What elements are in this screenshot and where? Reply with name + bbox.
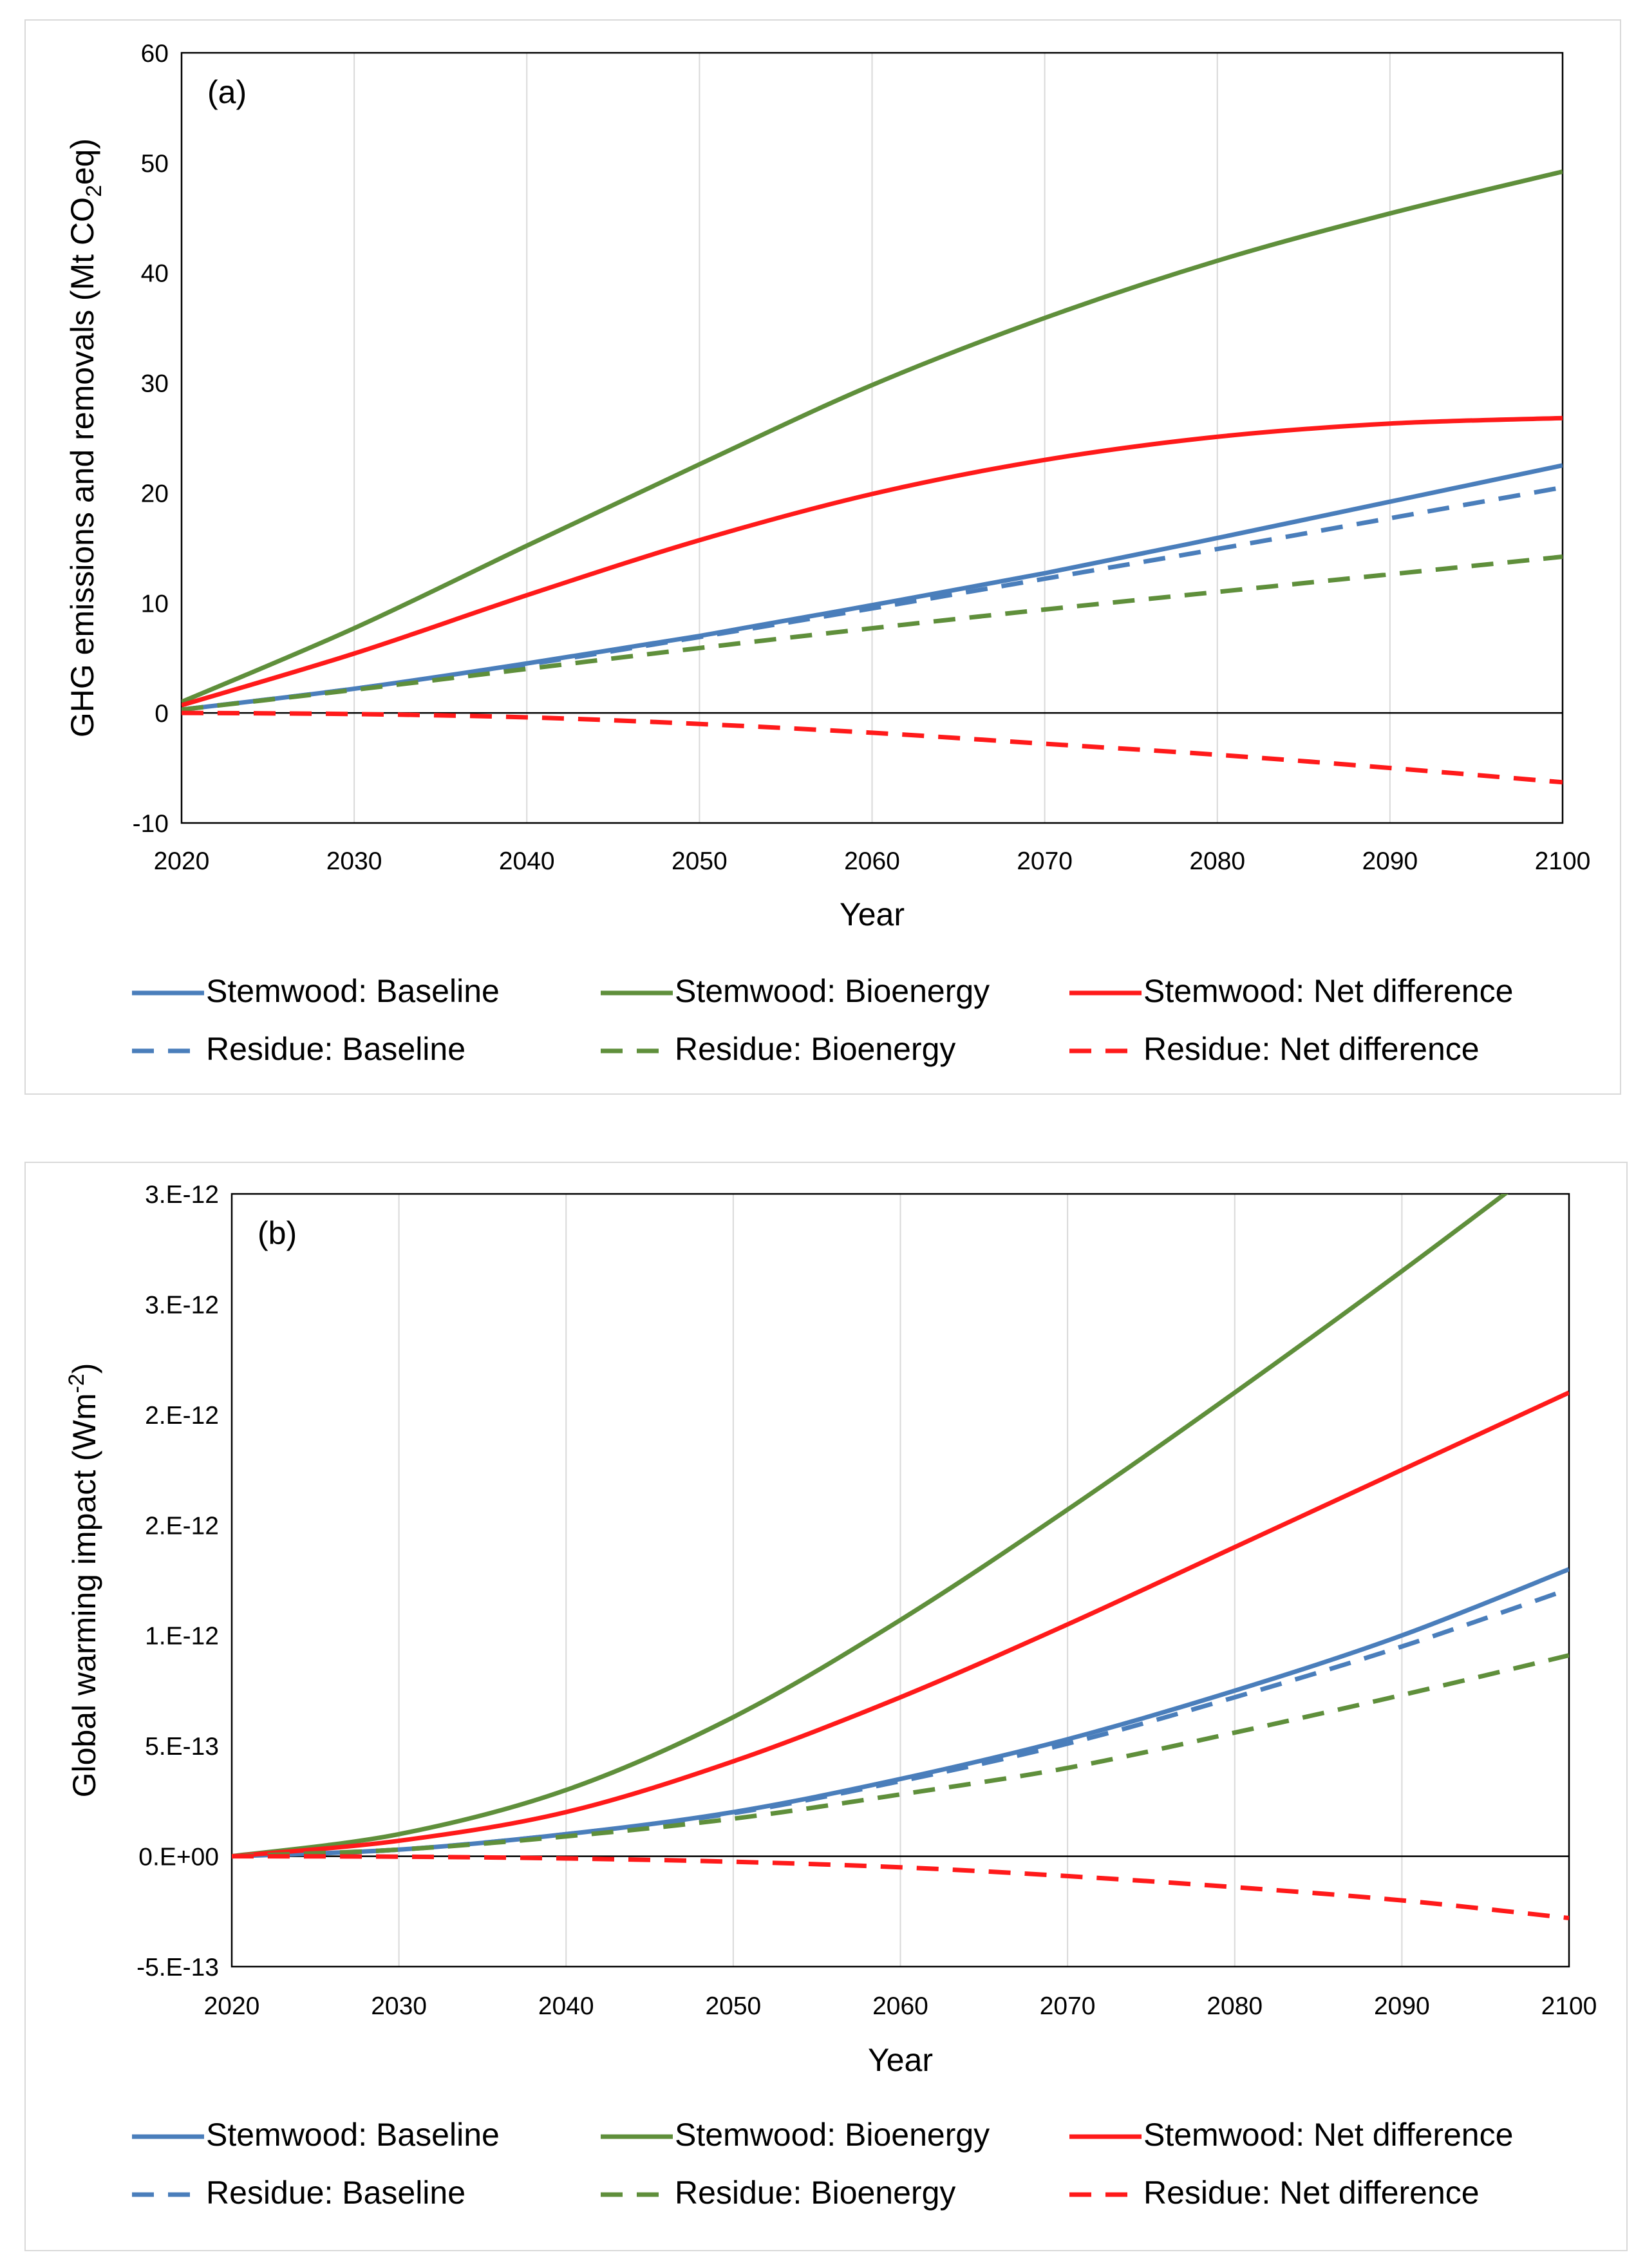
plot-area-a xyxy=(180,52,1564,824)
legend-label-stemwood-net-difference: Stemwood: Net difference xyxy=(1143,2117,1513,2153)
y-tick-label: 3.E-12 xyxy=(145,1181,219,1209)
x-axis-title: Year xyxy=(868,2042,933,2078)
x-tick-label: 2100 xyxy=(1535,847,1591,875)
y-axis-title: Global warming impact (Wm-2) xyxy=(64,1363,102,1798)
x-tick-label: 2040 xyxy=(499,847,555,875)
y-tick-label: 5.E-13 xyxy=(145,1733,219,1761)
y-tick-label: 0 xyxy=(155,700,169,728)
plot-area-b xyxy=(230,1193,1570,1968)
legend-label-residue-baseline: Residue: Baseline xyxy=(206,1031,465,1067)
y-tick-label: 40 xyxy=(141,260,169,288)
x-tick-label: 2090 xyxy=(1374,1992,1430,2020)
y-axis-title: GHG emissions and removals (Mt CO2eq) xyxy=(64,138,106,737)
x-tick-label: 2050 xyxy=(672,847,728,875)
series-line-stemwood-net-difference xyxy=(182,415,1563,708)
legend-label-residue-net-difference: Residue: Net difference xyxy=(1143,2175,1480,2211)
x-axis-title: Year xyxy=(840,896,905,932)
y-tick-label: 50 xyxy=(141,150,169,178)
y-tick-label: 10 xyxy=(141,590,169,618)
panel-label-a: (a) xyxy=(207,74,247,110)
x-tick-label: 2020 xyxy=(154,847,210,875)
y-tick-label: 1.E-12 xyxy=(145,1623,219,1650)
chart-b: -5.E-13 0.E+00 5.E-13 1.E-12 2.E-12 2.E-12 3.E… xyxy=(64,1181,1597,2211)
legend-label-residue-net-difference: Residue: Net difference xyxy=(1143,1031,1480,1067)
series-line-residue-net-difference xyxy=(232,1854,1569,1921)
x-tick-label: 2080 xyxy=(1207,1992,1263,2020)
y-tick-label: 2.E-12 xyxy=(145,1402,219,1430)
y-tick-label: 30 xyxy=(141,370,169,398)
series-line-residue-bioenergy xyxy=(232,1653,1569,1859)
x-tick-label: 2040 xyxy=(538,1992,594,2020)
legend-label-residue-bioenergy: Residue: Bioenergy xyxy=(675,1031,955,1067)
x-tick-label: 2070 xyxy=(1017,847,1073,875)
y-tick-label: 3.E-12 xyxy=(145,1291,219,1319)
series-line-stemwood-bioenergy xyxy=(182,169,1563,704)
x-tick-label: 2090 xyxy=(1362,847,1418,875)
series-line-residue-bioenergy xyxy=(182,554,1563,712)
x-tick-label: 2070 xyxy=(1040,1992,1096,2020)
series-line-residue-net-difference xyxy=(182,710,1563,785)
y-tick-label: 60 xyxy=(141,40,169,68)
x-tick-label: 2050 xyxy=(705,1992,761,2020)
legend-label-stemwood-baseline: Stemwood: Baseline xyxy=(206,973,500,1009)
legend-label-stemwood-bioenergy: Stemwood: Bioenergy xyxy=(675,973,990,1009)
legend-label-residue-baseline: Residue: Baseline xyxy=(206,2175,465,2211)
y-tick-label: 2.E-12 xyxy=(145,1512,219,1540)
panel-label-b: (b) xyxy=(258,1215,297,1251)
x-tick-label: 2020 xyxy=(204,1992,260,2020)
x-tick-label: 2030 xyxy=(326,847,382,875)
x-tick-label: 2060 xyxy=(844,847,900,875)
series-line-stemwood-bioenergy xyxy=(232,1194,1509,1859)
chart-panel-a xyxy=(24,19,1621,1095)
x-tick-label: 2030 xyxy=(371,1992,427,2020)
y-tick-label: -10 xyxy=(133,810,169,838)
x-tick-label: 2060 xyxy=(872,1992,928,2020)
chart-panel-b xyxy=(24,1162,1628,2251)
y-tick-label: 20 xyxy=(141,480,169,507)
y-tick-label: -5.E-13 xyxy=(136,1954,219,1981)
legend-label-stemwood-baseline: Stemwood: Baseline xyxy=(206,2117,500,2153)
x-tick-label: 2080 xyxy=(1189,847,1245,875)
legend-label-residue-bioenergy: Residue: Bioenergy xyxy=(675,2175,955,2211)
legend-label-stemwood-bioenergy: Stemwood: Bioenergy xyxy=(675,2117,990,2153)
y-tick-label: 0.E+00 xyxy=(138,1844,219,1871)
x-tick-label: 2100 xyxy=(1541,1992,1597,2020)
legend-label-stemwood-net-difference: Stemwood: Net difference xyxy=(1143,973,1513,1009)
series-line-stemwood-net-difference xyxy=(232,1390,1569,1859)
